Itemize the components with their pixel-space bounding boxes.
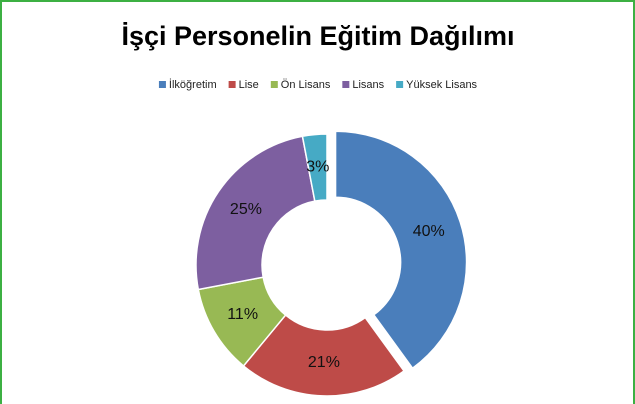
legend-swatch (342, 81, 350, 88)
donut-slice (195, 135, 316, 291)
donut-slice (301, 133, 328, 203)
donut-slice (242, 314, 406, 397)
slice-label: 40% (413, 223, 445, 240)
legend-label: Yüksek Lisans (406, 79, 477, 91)
legend-swatch (228, 81, 236, 88)
slice-label: 25% (230, 201, 262, 218)
legend: İlköğretim Lise Ön Lisans Lisans Yüksek Lisa… (158, 78, 478, 91)
legend-swatch (396, 81, 404, 88)
legend-label: İlköğretim (169, 78, 217, 91)
legend-label: Lise (239, 79, 259, 91)
chart-title: İşçi Personelin Eğitim Dağılımı (121, 21, 514, 51)
slice-label: 3% (306, 159, 329, 176)
legend-swatch (270, 81, 278, 88)
slice-label: 11% (227, 306, 258, 323)
legend-swatch (158, 81, 166, 88)
slice-label: 21% (308, 354, 340, 371)
donut-slice (334, 130, 468, 370)
legend-label: Lisans (352, 79, 384, 91)
legend-label: Ön Lisans (281, 79, 331, 91)
